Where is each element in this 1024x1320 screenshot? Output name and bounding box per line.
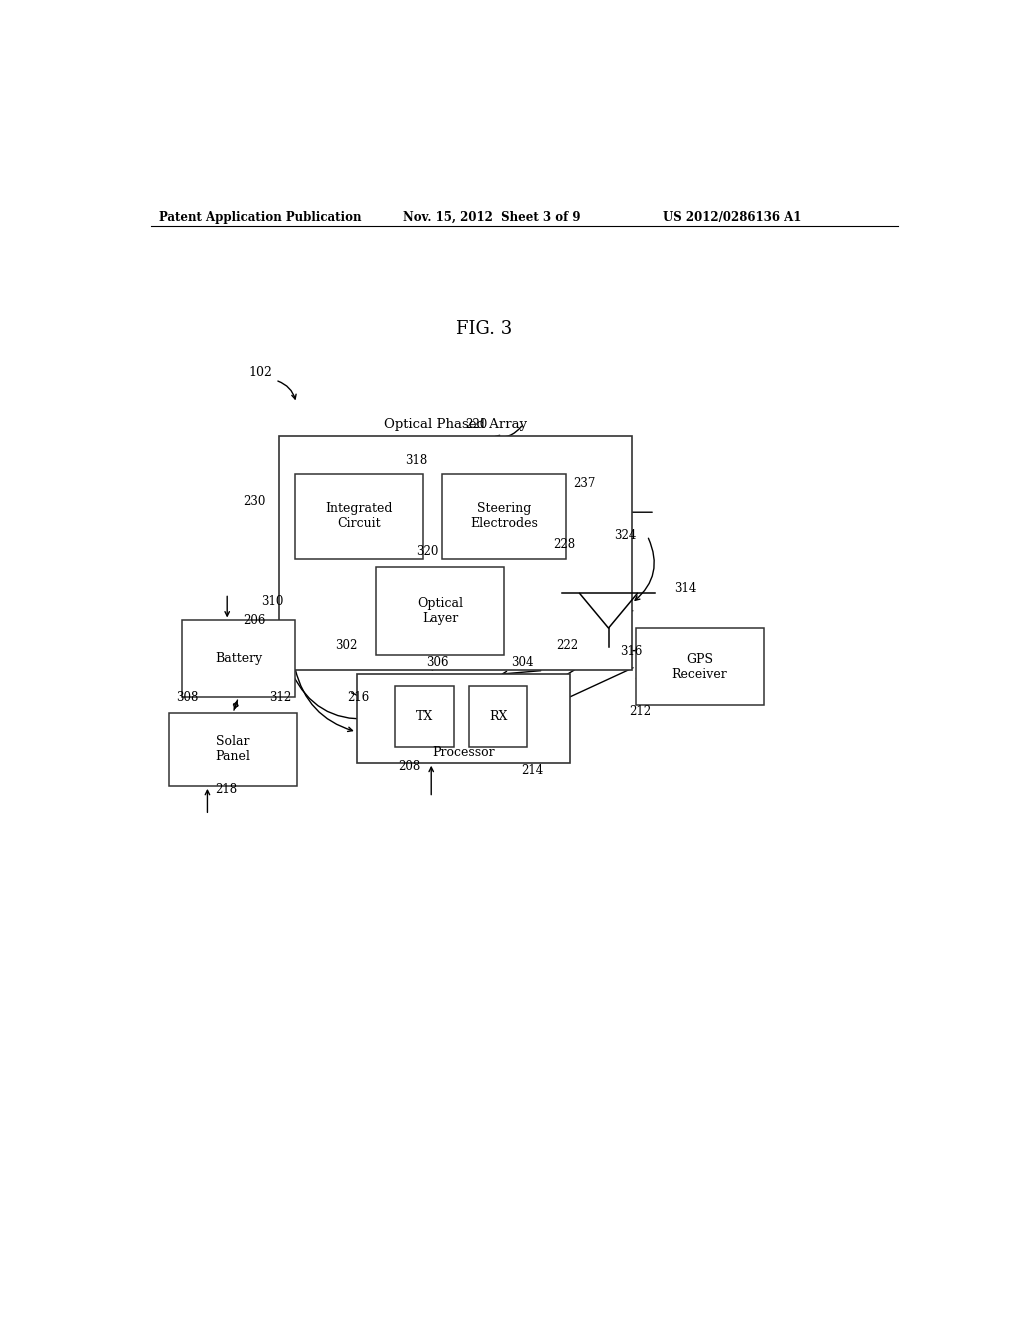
FancyArrowPatch shape (361, 560, 376, 565)
Text: 312: 312 (269, 690, 291, 704)
Text: 318: 318 (404, 454, 427, 467)
Text: 308: 308 (176, 690, 199, 704)
Text: Optical Phased Array: Optical Phased Array (384, 418, 527, 430)
Bar (356, 675, 569, 763)
Text: Solar
Panel: Solar Panel (216, 735, 251, 763)
Text: Battery: Battery (215, 652, 262, 665)
FancyArrowPatch shape (503, 645, 599, 689)
FancyArrowPatch shape (508, 609, 633, 612)
FancyArrowPatch shape (507, 609, 632, 612)
Bar (280, 436, 632, 671)
Text: 316: 316 (621, 644, 642, 657)
Bar (636, 628, 764, 705)
FancyArrowPatch shape (205, 791, 210, 812)
Bar (295, 474, 423, 558)
Text: Steering
Electrodes: Steering Electrodes (470, 503, 538, 531)
Text: 324: 324 (614, 529, 636, 543)
FancyArrowPatch shape (425, 515, 437, 519)
Text: 102: 102 (248, 367, 272, 379)
Bar (469, 686, 527, 747)
Text: 306: 306 (426, 656, 449, 669)
Text: 230: 230 (243, 495, 265, 508)
FancyArrowPatch shape (482, 560, 496, 568)
FancyArrowPatch shape (233, 701, 238, 710)
FancyArrowPatch shape (611, 631, 677, 651)
Text: GPS
Receiver: GPS Receiver (672, 652, 727, 681)
Text: 220: 220 (465, 417, 487, 430)
Text: 320: 320 (417, 545, 438, 557)
Text: Nov. 15, 2012  Sheet 3 of 9: Nov. 15, 2012 Sheet 3 of 9 (403, 211, 581, 224)
FancyArrowPatch shape (351, 693, 371, 714)
Text: 218: 218 (216, 783, 238, 796)
FancyArrowPatch shape (295, 669, 352, 731)
FancyArrowPatch shape (457, 558, 476, 564)
Text: 222: 222 (557, 639, 579, 652)
FancyArrowPatch shape (495, 426, 521, 440)
Bar (442, 474, 566, 558)
Text: 237: 237 (573, 477, 596, 490)
Bar (376, 566, 504, 655)
Bar (182, 620, 295, 697)
Text: Optical
Layer: Optical Layer (417, 597, 463, 624)
Text: 314: 314 (675, 582, 696, 594)
FancyArrowPatch shape (429, 767, 433, 795)
Text: 228: 228 (553, 539, 574, 552)
FancyArrowPatch shape (233, 700, 238, 709)
Text: Processor: Processor (432, 746, 495, 759)
Text: 304: 304 (512, 656, 535, 669)
Text: 214: 214 (521, 764, 543, 777)
Text: 206: 206 (243, 614, 265, 627)
Text: FIG. 3: FIG. 3 (457, 321, 513, 338)
Text: 208: 208 (397, 760, 420, 774)
FancyArrowPatch shape (225, 597, 229, 616)
FancyArrowPatch shape (503, 671, 541, 676)
FancyArrowPatch shape (531, 668, 633, 715)
Text: RX: RX (488, 710, 507, 723)
FancyArrowPatch shape (373, 447, 476, 477)
FancyArrowPatch shape (640, 676, 753, 680)
Text: TX: TX (416, 710, 433, 723)
Text: Patent Application Publication: Patent Application Publication (159, 211, 361, 224)
Text: 310: 310 (261, 594, 284, 607)
FancyArrowPatch shape (281, 510, 291, 517)
Text: 302: 302 (335, 639, 357, 652)
FancyArrowPatch shape (292, 673, 368, 721)
Text: Integrated
Circuit: Integrated Circuit (325, 503, 392, 531)
FancyArrowPatch shape (431, 657, 438, 671)
FancyArrowPatch shape (570, 510, 652, 515)
Bar (395, 686, 454, 747)
FancyArrowPatch shape (278, 381, 296, 399)
Text: 216: 216 (347, 690, 370, 704)
Text: 212: 212 (630, 705, 651, 718)
FancyArrowPatch shape (635, 539, 654, 601)
Bar (169, 713, 297, 785)
Text: US 2012/0286136 A1: US 2012/0286136 A1 (663, 211, 801, 224)
FancyArrowPatch shape (242, 623, 293, 669)
FancyArrowPatch shape (427, 515, 439, 519)
FancyArrowPatch shape (241, 622, 292, 668)
